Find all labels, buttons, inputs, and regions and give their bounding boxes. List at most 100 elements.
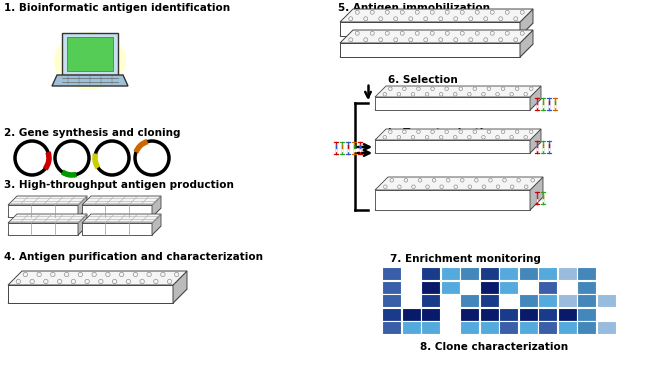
Polygon shape [82,208,161,217]
Polygon shape [375,129,541,140]
Polygon shape [173,271,187,303]
Polygon shape [530,177,543,210]
Bar [421,308,440,320]
Bar [382,280,401,294]
Bar [460,280,479,294]
Polygon shape [8,223,78,235]
Polygon shape [67,37,113,71]
Bar [538,321,557,334]
Bar [480,308,499,320]
Text: 6. Selection: 6. Selection [388,75,458,85]
Bar [382,267,401,280]
Bar [577,308,596,320]
Text: 7. Enrichment monitoring: 7. Enrichment monitoring [390,254,541,264]
Polygon shape [152,214,161,235]
Bar [382,294,401,307]
Polygon shape [375,97,530,110]
Polygon shape [375,190,530,210]
Polygon shape [82,223,152,235]
Polygon shape [530,129,541,153]
Text: a. Negative selection: a. Negative selection [388,87,513,97]
Bar [460,294,479,307]
Bar [441,321,460,334]
Bar [499,280,518,294]
Polygon shape [375,140,530,153]
Polygon shape [8,208,87,217]
Bar [519,308,538,320]
Polygon shape [8,285,173,303]
Polygon shape [340,43,520,57]
Bar [382,321,401,334]
Bar [441,267,460,280]
Bar [402,267,421,280]
Polygon shape [340,9,533,22]
Bar [421,294,440,307]
Bar [499,321,518,334]
Polygon shape [340,44,533,57]
Bar [402,294,421,307]
Polygon shape [78,214,87,235]
Polygon shape [375,86,541,97]
Bar [597,308,616,320]
Polygon shape [152,196,161,217]
Bar [558,294,577,307]
Polygon shape [520,9,533,36]
Polygon shape [82,196,161,205]
Bar [402,321,421,334]
Bar [558,321,577,334]
Bar [597,280,616,294]
Bar [460,321,479,334]
Polygon shape [8,205,78,217]
Bar [597,267,616,280]
Polygon shape [82,226,161,235]
Text: c. Phage Amplification: c. Phage Amplification [388,177,521,187]
Polygon shape [8,289,187,303]
Bar [519,294,538,307]
Polygon shape [340,23,533,36]
Text: 2. Gene synthesis and cloning: 2. Gene synthesis and cloning [4,128,181,138]
Bar [441,280,460,294]
Bar [519,280,538,294]
Bar [402,308,421,320]
Bar [499,308,518,320]
Polygon shape [375,99,541,110]
Text: 5. Antigen immobilization: 5. Antigen immobilization [338,3,490,13]
Bar [421,267,440,280]
Bar [538,280,557,294]
Polygon shape [8,271,187,285]
Polygon shape [375,142,541,153]
Polygon shape [375,177,543,190]
Bar [499,267,518,280]
Bar [558,280,577,294]
Bar [421,321,440,334]
Bar [577,321,596,334]
Bar [402,280,421,294]
Bar [577,267,596,280]
Text: b. Target selection: b. Target selection [388,128,498,138]
Polygon shape [82,205,152,217]
Bar [538,308,557,320]
Bar [441,294,460,307]
Text: 1. Bioinformatic antigen identification: 1. Bioinformatic antigen identification [4,3,230,13]
Bar [538,294,557,307]
Polygon shape [8,214,87,223]
Bar [577,280,596,294]
Bar [597,294,616,307]
Ellipse shape [54,32,126,90]
Bar [558,308,577,320]
Polygon shape [8,226,87,235]
Text: 4. Antigen purification and characterization: 4. Antigen purification and characteriza… [4,252,263,262]
Bar [558,267,577,280]
Text: 8. Clone characterization: 8. Clone characterization [420,342,568,352]
Bar [519,321,538,334]
Polygon shape [340,22,520,36]
Polygon shape [8,196,87,205]
Bar [577,294,596,307]
Bar [382,308,401,320]
Bar [480,321,499,334]
Bar [499,294,518,307]
Bar [480,294,499,307]
Bar [421,280,440,294]
Bar [480,267,499,280]
Bar [597,321,616,334]
